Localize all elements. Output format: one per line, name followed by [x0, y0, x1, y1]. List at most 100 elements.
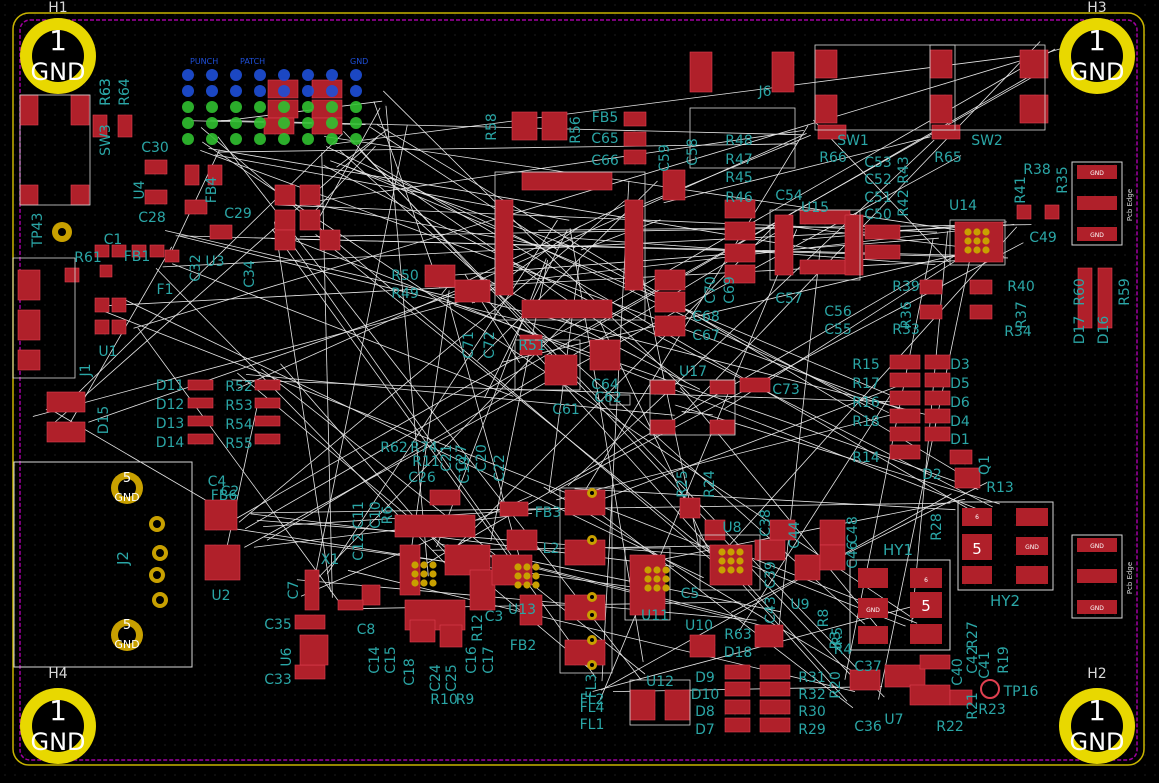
board-edge-cuts	[12, 12, 1145, 766]
hybrid-hy2[interactable]: 5 GND 6 HY2	[957, 501, 1054, 610]
h3-pad-net: GND	[1069, 58, 1124, 86]
ref-designator-r34: R34	[1004, 324, 1032, 340]
bga-ball	[964, 246, 972, 254]
header-pin	[206, 85, 218, 97]
ref-designator-c48: C48	[845, 516, 861, 544]
ref-designator-r23: R23	[978, 702, 1006, 718]
ratsnest-line	[305, 202, 556, 249]
component-outline	[949, 219, 1006, 266]
ref-designator-fb3: FB3	[535, 505, 562, 521]
ref-designator-r41: R41	[1013, 176, 1029, 204]
h2-pad-number: 1	[1088, 694, 1106, 727]
ref-designator-fl3: FL3	[584, 674, 600, 699]
filter-pad-hole	[590, 538, 594, 542]
ratsnest-line	[730, 482, 988, 613]
filter-pad-hole	[590, 491, 594, 495]
header-pin	[254, 101, 266, 113]
ref-designator-r12: R12	[470, 614, 486, 642]
smd-pad	[954, 467, 981, 489]
ratsnest-line	[878, 235, 976, 700]
bga-ball	[982, 228, 990, 236]
smd-pad	[1019, 94, 1049, 124]
ratsnest-line	[315, 234, 742, 580]
ref-designator-d16: D16	[1096, 316, 1112, 345]
edge-connector-bottom[interactable]: GND GND Pcb Edge	[1071, 534, 1134, 619]
j2-pad-net-top: GND	[114, 491, 139, 504]
ref-designator-c30: C30	[141, 140, 169, 156]
ref-designator-d11: D11	[156, 378, 185, 394]
ref-designator-r62: R62	[380, 440, 408, 456]
ratsnest-line	[543, 486, 871, 683]
smd-pad	[564, 539, 606, 566]
smd-pad	[519, 594, 543, 626]
mounting-hole-h2[interactable]: 1 GND H2	[1059, 666, 1135, 764]
smd-pad	[1044, 204, 1060, 220]
ref-designator-c70: C70	[703, 276, 719, 304]
j2-connector[interactable]: 5 GND 5 GND J2	[13, 461, 193, 668]
ref-designator-r47: R47	[725, 152, 753, 168]
smd-pad	[506, 529, 538, 551]
smd-pad	[759, 699, 791, 715]
ref-designator-c69: C69	[722, 276, 738, 304]
bga-ball	[736, 548, 744, 556]
filter-pad-hole	[590, 595, 594, 599]
smd-pad	[187, 379, 214, 391]
ref-designator-c18: C18	[402, 658, 418, 686]
ref-designator-c59: C59	[657, 144, 673, 172]
smd-pad	[664, 689, 691, 721]
ref-designator-c16: C16	[464, 646, 480, 674]
mounting-hole-h1[interactable]: 1 GND H1	[20, 0, 96, 94]
ref-designator-c24: C24	[428, 664, 444, 692]
ref-designator-r31: R31	[798, 670, 826, 686]
bga-ball	[514, 581, 522, 589]
ratsnest-line	[60, 133, 344, 410]
header-pin	[230, 85, 242, 97]
hy1-gnd-pad: GND	[866, 607, 880, 614]
ratsnest-line	[601, 180, 630, 682]
j2-pin-hole	[156, 549, 164, 557]
ratsnest-line	[245, 71, 1038, 530]
header-pin	[302, 85, 314, 97]
ratsnest-line	[557, 241, 874, 411]
ref-designator-c43: C43	[763, 596, 779, 624]
header-pin	[302, 117, 314, 129]
ref-designator-r63-second: R63	[724, 627, 752, 643]
hy1-center-pad: 5	[921, 597, 931, 615]
edge-bottom-pad-gnd-1: GND	[1090, 543, 1104, 550]
ref-designator-c4: C4	[208, 474, 227, 490]
edge-connector-top[interactable]: GND GND Pcb Edge	[1071, 161, 1134, 246]
ref-designator-r24: R24	[702, 470, 718, 498]
ref-designator-r42: R42	[896, 189, 912, 217]
ref-designator-r50: R50	[391, 268, 419, 284]
smd-pad	[111, 244, 127, 258]
smd-pad	[724, 699, 751, 715]
ratsnest-line	[502, 249, 979, 363]
ref-designator-x1: X1	[321, 552, 340, 568]
mounting-hole-h4[interactable]: 1 GND H4	[20, 666, 96, 764]
bga-ball	[736, 557, 744, 565]
bga-ball	[973, 237, 981, 245]
ref-designator-d14: D14	[156, 435, 185, 451]
ref-designator-u14: U14	[949, 198, 977, 214]
smd-pad	[184, 164, 200, 186]
smd-pad	[564, 489, 606, 516]
ref-designator-r49: R49	[391, 286, 419, 302]
h4-pad-net: GND	[30, 728, 85, 756]
smd-pad	[889, 354, 921, 370]
ref-designator-d4: D4	[950, 414, 970, 430]
hybrid-hy1[interactable]: 5 GND 6 HY1	[849, 541, 951, 651]
ref-designator-c8: C8	[357, 622, 376, 638]
header-pin	[278, 101, 290, 113]
smd-pad	[889, 372, 921, 388]
bottom-label: GND	[350, 57, 368, 66]
mounting-hole-h3[interactable]: 1 GND H3	[1059, 0, 1135, 94]
ref-designator-c20: C20	[474, 444, 490, 472]
bga-ball	[523, 572, 531, 580]
smd-pad	[294, 614, 326, 630]
ratsnest-line	[274, 221, 331, 592]
smd-pad	[111, 319, 127, 335]
ref-designator-c71: C71	[461, 331, 477, 359]
ref-designator-fb5: FB5	[592, 110, 619, 126]
j2-pad-number-top: 5	[123, 471, 131, 486]
smd-pad	[754, 624, 784, 648]
